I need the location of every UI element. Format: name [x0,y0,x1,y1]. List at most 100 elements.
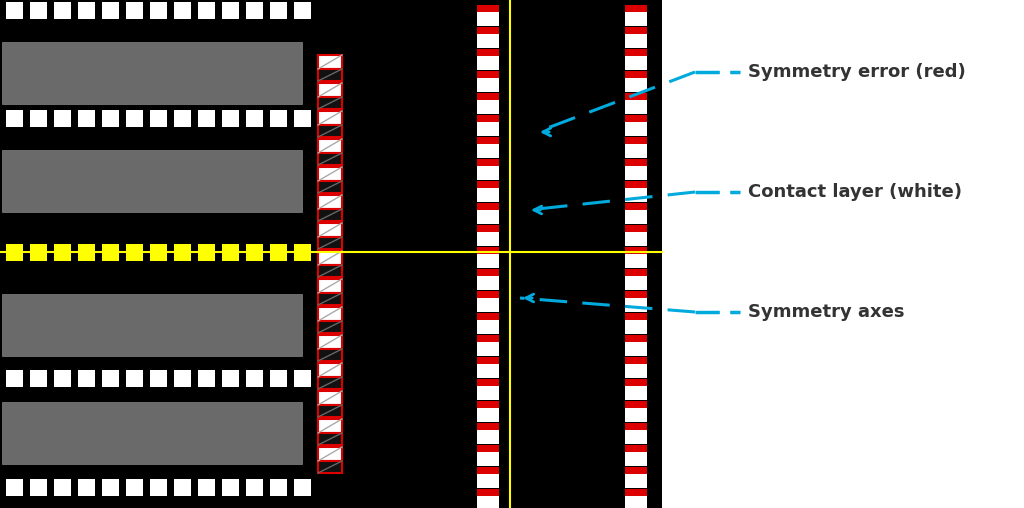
Bar [318,181,342,193]
Bar [477,122,499,136]
Bar [198,110,215,127]
Bar [126,244,143,261]
Bar [6,244,23,261]
Bar [318,321,342,333]
Bar [126,479,143,496]
Bar [625,137,647,144]
Bar [294,244,311,261]
Bar [625,335,647,342]
Bar [318,279,342,293]
Bar [625,159,647,166]
Bar [270,479,287,496]
Bar [246,479,263,496]
Bar [477,364,499,378]
Bar [246,244,263,261]
Bar [270,2,287,19]
Bar [625,276,647,290]
Bar [270,370,287,387]
Bar [625,313,647,320]
Bar [477,34,499,48]
Bar [625,496,647,508]
Bar [150,370,167,387]
Bar [625,357,647,364]
Bar [625,210,647,224]
Bar [625,71,647,78]
Bar [625,188,647,202]
Bar [625,122,647,136]
Bar [625,232,647,246]
Bar [318,447,342,461]
Bar [477,71,499,78]
Bar [30,110,47,127]
Bar [318,111,342,125]
Bar [30,370,47,387]
Bar [477,291,499,298]
Bar [318,153,342,165]
Bar [477,342,499,356]
Bar [246,2,263,19]
Bar [625,34,647,48]
Bar [318,405,342,417]
Bar [294,479,311,496]
Bar [318,69,342,81]
Bar [126,110,143,127]
Bar [318,363,342,377]
Bar [246,110,263,127]
Bar [477,408,499,422]
Text: Symmetry axes: Symmetry axes [748,303,904,321]
Bar [625,5,647,12]
Bar [270,110,287,127]
Bar [625,27,647,34]
Bar [174,2,191,19]
Bar [477,247,499,254]
Bar [477,379,499,386]
Bar [625,386,647,400]
Bar [625,430,647,444]
Bar [477,489,499,496]
Bar [6,110,23,127]
Bar [477,467,499,474]
Bar [477,210,499,224]
Bar [625,203,647,210]
Bar [477,232,499,246]
Bar [477,56,499,70]
Bar [477,313,499,320]
Bar [30,2,47,19]
Bar [102,370,119,387]
Bar [477,430,499,444]
Bar [318,265,342,277]
Bar [477,225,499,232]
Bar [477,276,499,290]
Bar [198,370,215,387]
Bar [625,474,647,488]
Bar [150,244,167,261]
Bar [477,452,499,466]
Bar [625,342,647,356]
Text: Symmetry error (red): Symmetry error (red) [748,63,966,81]
Bar [222,110,239,127]
Bar [318,461,342,473]
Bar [2,42,302,104]
Bar [318,83,342,97]
Bar [198,2,215,19]
Bar [625,291,647,298]
Bar [625,100,647,114]
Bar [477,27,499,34]
Bar [54,110,71,127]
Bar [477,203,499,210]
Bar [625,78,647,92]
Bar [30,244,47,261]
Bar [625,115,647,122]
Bar [318,307,342,321]
Bar [78,479,95,496]
Bar [102,110,119,127]
Bar [477,423,499,430]
Bar [150,479,167,496]
Bar [150,110,167,127]
Bar [2,402,302,464]
Bar [126,370,143,387]
Bar [318,419,342,433]
Bar [318,237,342,249]
Bar [625,401,647,408]
Bar [318,433,342,445]
